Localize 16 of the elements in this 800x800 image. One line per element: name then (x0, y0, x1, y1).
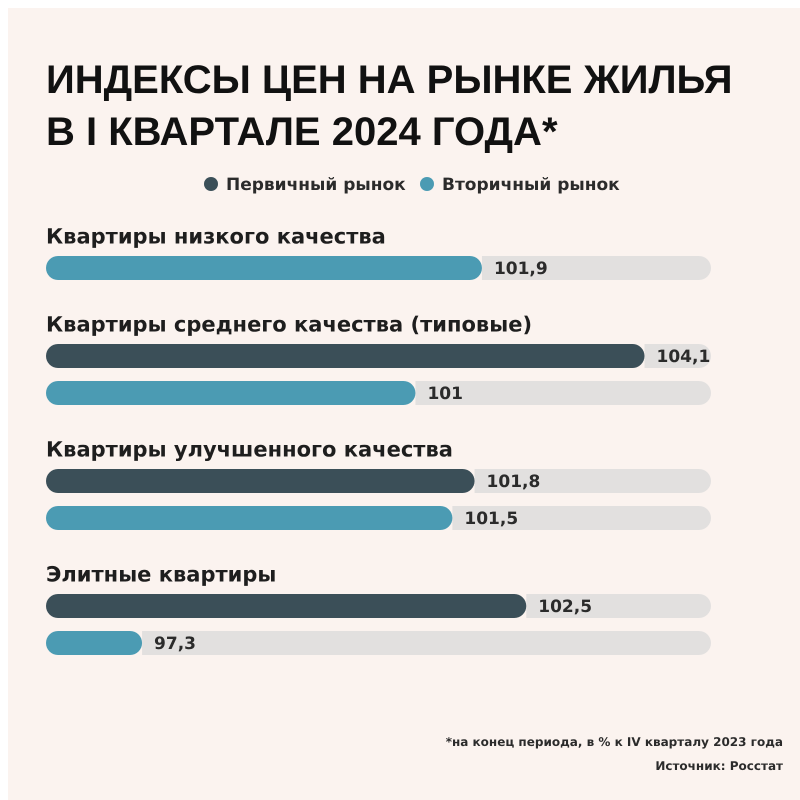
data-label: 101,5 (464, 508, 518, 529)
y-tick-label: Квартиры низкого качества (46, 224, 386, 248)
chart-title: ИНДЕКСЫ ЦЕН НА РЫНКЕ ЖИЛЬЯ В I КВАРТАЛЕ 2024 ГОДА* (46, 58, 733, 154)
text: *на конец периода, в % к IV кварталу 2023 года (446, 735, 783, 749)
y-tick-label: Квартиры улучшенного качества (46, 437, 453, 462)
data-label: 101,9 (494, 258, 548, 279)
legend-label: Первичный рынок (226, 174, 406, 195)
text: Источник: Росстат (655, 759, 784, 773)
data-label: 104,1 (656, 346, 710, 367)
data-label: 97,3 (154, 634, 196, 654)
y-tick-label: Элитные квартиры (46, 562, 276, 586)
data-label: 101 (427, 384, 463, 404)
legend-label: Вторичный рынок (442, 174, 620, 195)
data-label: 102,5 (538, 596, 592, 617)
data-label: 101,8 (486, 472, 540, 492)
y-tick-label: Квартиры среднего качества (типовые) (46, 312, 532, 336)
